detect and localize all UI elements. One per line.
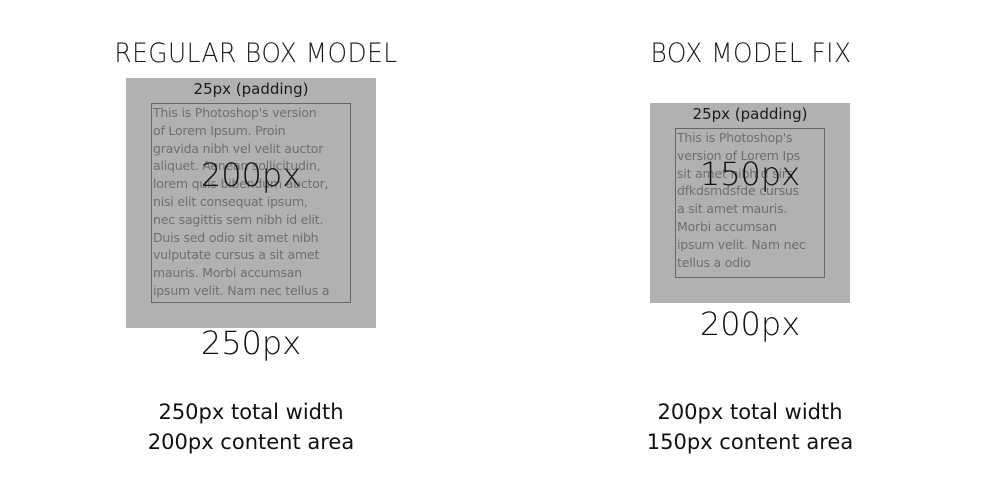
regular-lorem-text: This is Photoshop's version of Lorem Ips… — [153, 105, 330, 298]
regular-summary-content-area: 200px content area — [147, 430, 355, 454]
fix-box-outer: 25px (padding) This is Photoshop's versi… — [650, 103, 850, 303]
fix-content-area: This is Photoshop's version of Lorem Ips… — [675, 128, 825, 278]
box-model-fix-title: BOX MODEL FIX — [650, 38, 852, 69]
regular-box-model-title: REGULAR BOX MODEL — [114, 38, 398, 69]
regular-summary: 250px total width 200px content area — [101, 397, 401, 457]
fix-lorem-text: This is Photoshop's version of Lorem Ips… — [677, 130, 806, 270]
regular-box-outer: 25px (padding) This is Photoshop's versi… — [126, 78, 376, 328]
fix-padding-label: 25px (padding) — [692, 105, 808, 123]
regular-summary-total-width: 250px total width — [158, 400, 344, 424]
regular-content-area: This is Photoshop's version of Lorem Ips… — [151, 103, 351, 303]
fix-summary-content-area: 150px content area — [646, 430, 854, 454]
fix-content-size-label: 150px — [699, 155, 801, 193]
fix-summary-total-width: 200px total width — [657, 400, 843, 424]
regular-outer-size-label: 250px — [200, 324, 302, 362]
fix-outer-size-label: 200px — [699, 305, 801, 343]
regular-padding-label: 25px (padding) — [193, 80, 309, 98]
regular-content-size-label: 200px — [200, 156, 302, 194]
fix-summary: 200px total width 150px content area — [600, 397, 900, 457]
